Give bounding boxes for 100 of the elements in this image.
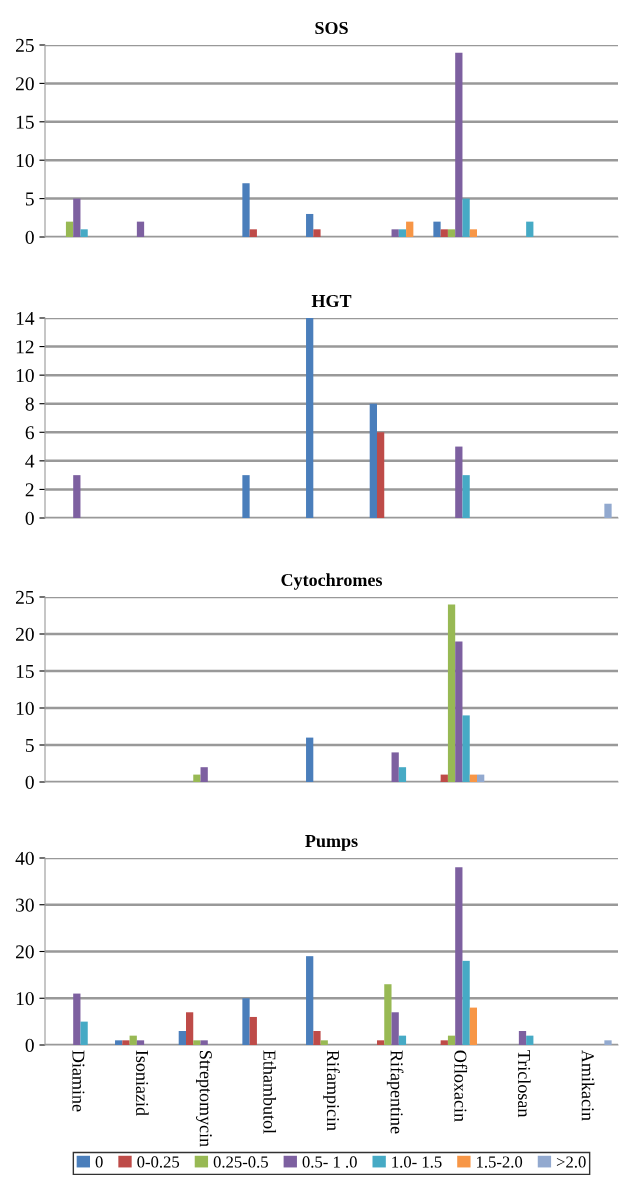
legend-label: 1.0- 1.5 <box>392 1156 442 1168</box>
bar <box>384 984 392 1045</box>
bar <box>604 503 612 518</box>
y-tick-label: 12 <box>16 340 34 354</box>
bar <box>249 1016 257 1045</box>
y-tick-label: 20 <box>15 77 34 91</box>
bar <box>249 229 257 237</box>
y-tick-label: 10 <box>16 992 34 1006</box>
bar <box>518 1030 527 1045</box>
bar <box>178 1030 186 1045</box>
y-tick-label: 5 <box>25 739 34 752</box>
y-tick-label: 20 <box>15 627 34 641</box>
bar <box>469 1007 478 1045</box>
chart-title: HGT <box>311 294 352 308</box>
y-tick-label: 8 <box>25 397 34 411</box>
x-tick-label: Amikacin <box>581 1050 595 1121</box>
bar <box>391 752 399 782</box>
bar <box>455 52 463 237</box>
x-tick-label: Ethambutol <box>263 1050 277 1134</box>
chart-title: Cytochromes <box>281 573 383 590</box>
bar <box>398 767 407 782</box>
bar <box>406 221 414 237</box>
bar <box>242 998 250 1045</box>
y-tick-label: 5 <box>25 192 34 206</box>
bar <box>242 475 250 518</box>
y-tick-label: 10 <box>16 154 34 168</box>
y-tick-label: 20 <box>15 945 34 959</box>
bar <box>433 221 441 237</box>
bar <box>398 1035 407 1045</box>
bar <box>115 1040 123 1045</box>
y-tick-label: 40 <box>15 851 34 865</box>
bar <box>477 774 485 782</box>
legend-label: 1.5-2.0 <box>477 1156 523 1168</box>
bar <box>193 1040 201 1045</box>
x-tick-label: Isoniazid <box>135 1050 149 1116</box>
bar <box>376 432 385 518</box>
y-tick-label: 0 <box>25 1038 34 1052</box>
bar <box>122 1040 130 1045</box>
x-tick-label: Rifampicin <box>323 1050 340 1131</box>
y-tick-label: 15 <box>16 664 34 678</box>
bar <box>469 229 478 237</box>
y-tick-label: 14 <box>16 311 35 325</box>
bar <box>306 318 314 518</box>
x-tick-label: Streptomycin <box>195 1051 212 1147</box>
bar <box>447 229 456 237</box>
bar <box>526 221 534 237</box>
bar <box>313 1030 321 1045</box>
bar <box>193 774 201 782</box>
x-tick-label: Rifapentine <box>386 1050 404 1134</box>
bar <box>80 1021 88 1045</box>
y-tick-label: 0 <box>25 511 34 525</box>
bar <box>65 221 74 237</box>
y-tick-label: 4 <box>25 454 35 468</box>
bar <box>369 403 377 518</box>
bar <box>398 229 407 237</box>
bar <box>129 1035 137 1045</box>
x-tick-label: Diamine <box>72 1050 85 1112</box>
bar <box>306 956 314 1045</box>
bar <box>242 183 250 237</box>
bar <box>455 641 463 782</box>
y-tick-label: 30 <box>16 898 34 912</box>
bar <box>376 1040 385 1045</box>
legend-label: 0.5- 1 .0 <box>302 1156 357 1168</box>
bar <box>320 1040 328 1045</box>
bar <box>604 1040 612 1045</box>
y-tick-label: 6 <box>25 426 34 440</box>
bar <box>200 767 208 782</box>
bar <box>455 867 463 1045</box>
bar <box>391 229 399 237</box>
bar <box>136 221 145 237</box>
bar <box>447 1035 456 1045</box>
legend-label: >2.0 <box>556 1156 586 1168</box>
y-tick-label: 15 <box>16 115 34 129</box>
y-tick-label: 2 <box>25 483 34 497</box>
y-tick-label: 0 <box>25 775 34 789</box>
bar <box>73 475 81 518</box>
legend-label: 0.25-0.5 <box>213 1156 268 1168</box>
bar <box>80 229 88 237</box>
bar <box>306 737 314 782</box>
bar <box>462 198 470 237</box>
y-tick-label: 25 <box>15 38 34 52</box>
bar <box>73 198 81 237</box>
x-tick-label: Triclosan <box>517 1050 531 1118</box>
bar <box>526 1035 534 1045</box>
y-tick-label: 0 <box>25 230 34 244</box>
bar <box>73 993 81 1045</box>
legend-label: 0-0.25 <box>137 1156 180 1168</box>
chart-title: SOS <box>315 21 348 35</box>
bar <box>440 1040 448 1045</box>
bar <box>462 960 470 1045</box>
bar <box>462 475 470 518</box>
bar <box>306 213 314 237</box>
y-tick-label: 10 <box>16 368 34 383</box>
bar <box>462 715 470 782</box>
bar <box>455 446 463 518</box>
y-tick-label: 10 <box>16 701 34 715</box>
bar <box>136 1040 145 1045</box>
bar <box>469 774 478 782</box>
bar <box>185 1012 194 1045</box>
y-tick-label: 25 <box>15 590 34 604</box>
